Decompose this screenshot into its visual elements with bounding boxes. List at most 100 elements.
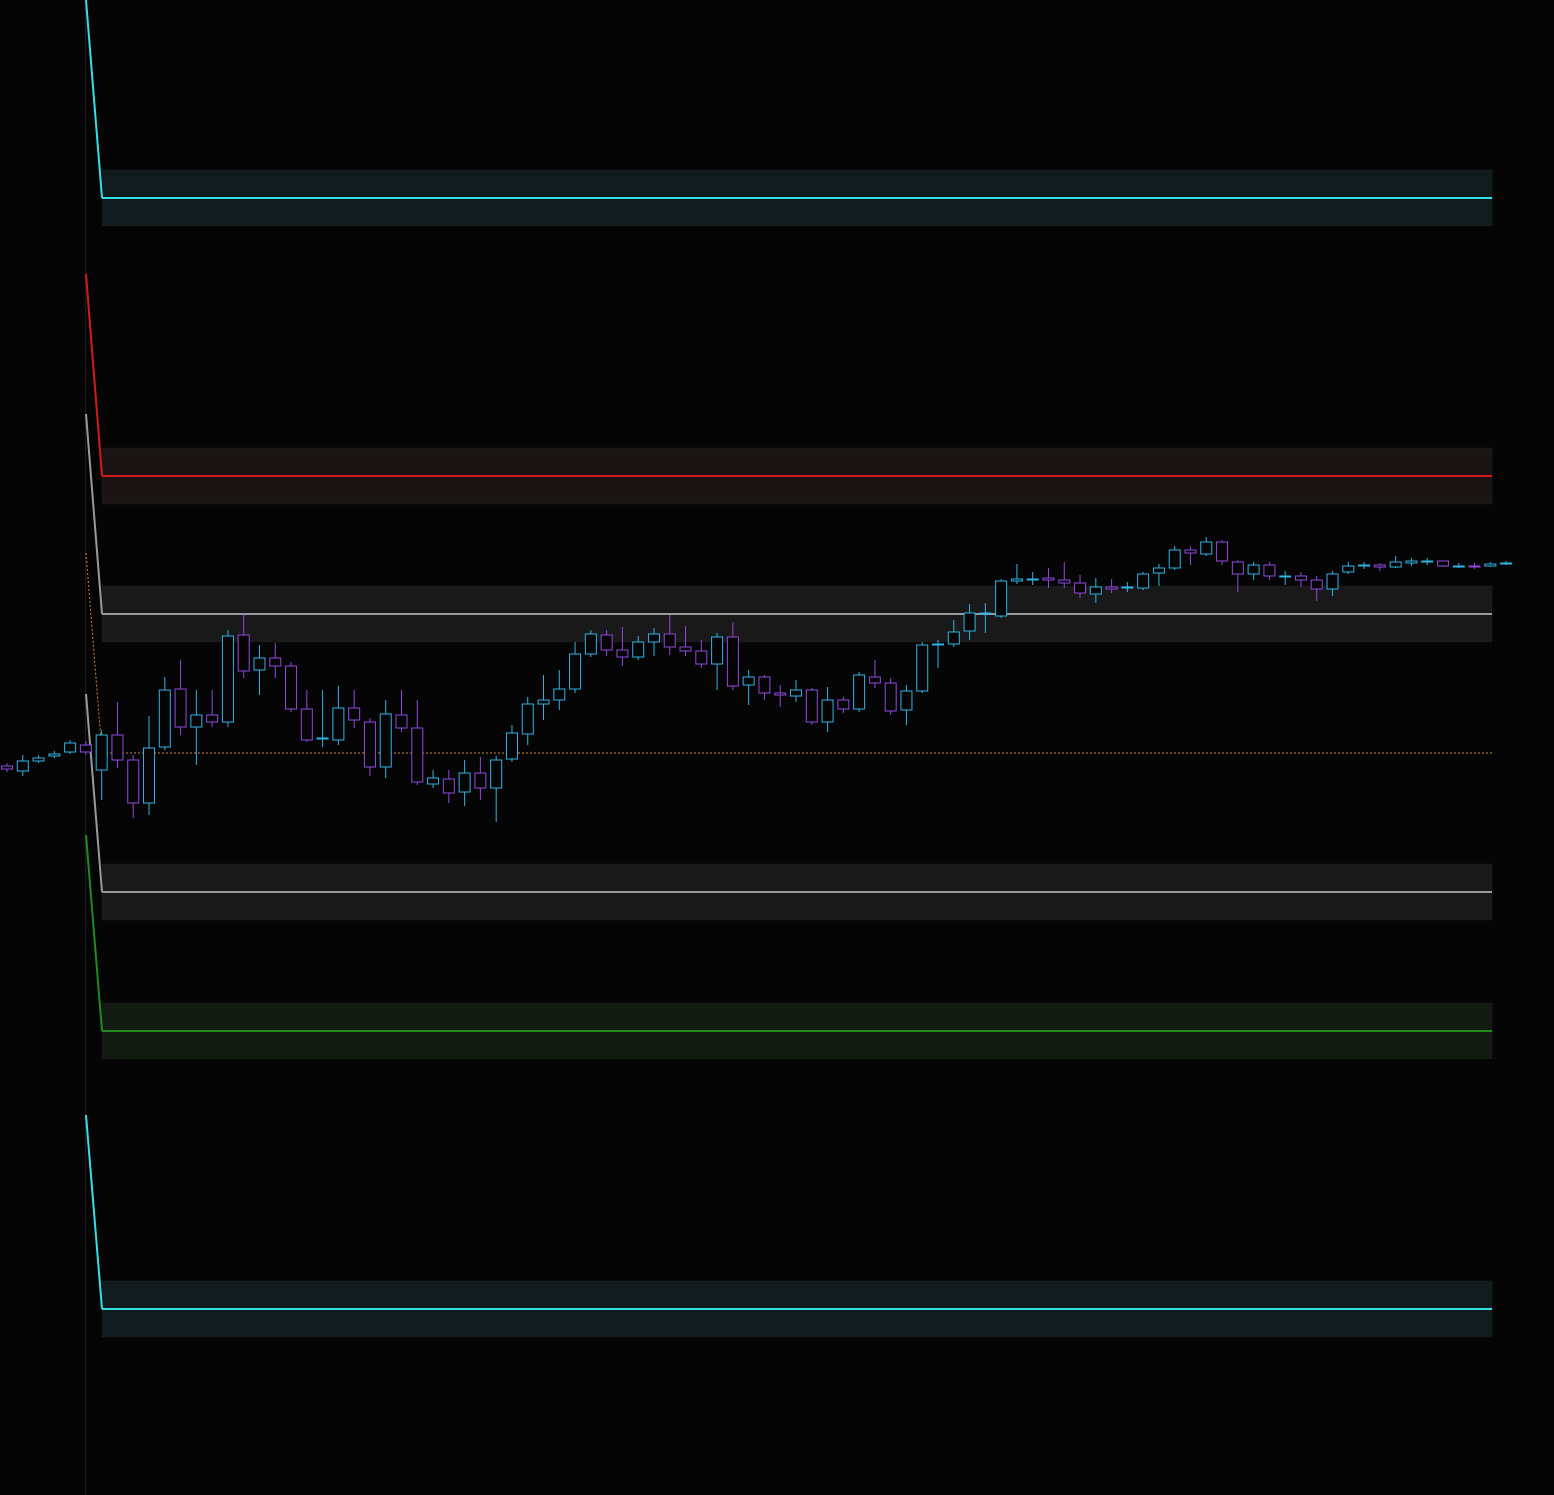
candle-body xyxy=(521,703,534,735)
level-transition xyxy=(85,1114,103,1310)
candle-body xyxy=(537,699,550,705)
candle-body xyxy=(285,665,298,710)
candle-body xyxy=(1452,565,1465,568)
candle-body xyxy=(1137,573,1150,589)
level-transition xyxy=(85,552,103,754)
candle-body xyxy=(237,634,250,672)
candle-body xyxy=(1,765,13,770)
candle-body xyxy=(174,688,187,728)
candle-body xyxy=(1468,565,1481,568)
candle-body xyxy=(363,721,376,768)
candle-body xyxy=(774,692,787,696)
candle-body xyxy=(1358,564,1371,567)
candle-body xyxy=(95,734,108,771)
candle-body xyxy=(837,699,850,710)
candle-body xyxy=(932,643,945,646)
candle-body xyxy=(963,612,976,632)
candle-body xyxy=(221,635,234,723)
candle-body xyxy=(947,631,960,645)
candle-body xyxy=(1484,563,1497,567)
candle-body xyxy=(1326,573,1339,590)
candle-body xyxy=(332,707,345,741)
candle-body xyxy=(300,708,313,741)
candle-body xyxy=(253,657,266,671)
candle-body xyxy=(758,676,771,694)
candle-body xyxy=(1216,541,1229,562)
candle-body xyxy=(1231,561,1244,575)
candle-body xyxy=(711,636,724,665)
candle-body xyxy=(900,690,913,711)
candle-body xyxy=(379,713,392,768)
candle-body xyxy=(158,689,171,748)
level-transition xyxy=(85,273,103,477)
level-transition xyxy=(85,693,103,893)
candle-body xyxy=(427,777,440,785)
candle-body xyxy=(647,633,660,643)
candle-body xyxy=(726,636,739,687)
candle-body xyxy=(48,753,61,757)
candle-body xyxy=(1074,582,1087,594)
candle-body xyxy=(821,699,834,723)
candle-body xyxy=(1200,541,1213,555)
candle-body xyxy=(742,676,755,686)
level-transition xyxy=(85,413,103,615)
candle-body xyxy=(695,650,708,665)
candle-body xyxy=(474,772,487,789)
candle-body xyxy=(143,747,156,804)
candle-body xyxy=(316,737,329,740)
candle-body xyxy=(1405,560,1418,564)
candle-body xyxy=(1089,586,1102,595)
candle-body xyxy=(1310,579,1323,590)
candle-body xyxy=(111,734,124,761)
candle-body xyxy=(1168,549,1181,569)
candle-body xyxy=(600,634,613,651)
candle-body xyxy=(505,732,518,760)
candle-body xyxy=(663,633,676,648)
candle-body xyxy=(884,682,897,712)
candle-body xyxy=(1279,575,1292,578)
candle-body xyxy=(1436,560,1449,567)
candle-body xyxy=(1121,586,1134,589)
candle-body xyxy=(1010,578,1023,582)
candle-body xyxy=(411,727,424,783)
candle-body xyxy=(1247,564,1260,575)
candle-body xyxy=(584,633,597,655)
candle-body xyxy=(632,641,645,658)
candle-body xyxy=(1294,575,1307,581)
candle-body xyxy=(1263,564,1276,577)
candle-body xyxy=(79,744,92,753)
candle-body xyxy=(458,772,471,793)
candle-body xyxy=(1152,567,1165,574)
candle-body xyxy=(916,644,929,692)
candle-body xyxy=(1026,578,1039,581)
candle-body xyxy=(490,759,503,789)
candle-body xyxy=(1342,565,1355,573)
candle-body xyxy=(64,742,77,753)
candle-body xyxy=(790,689,802,697)
candle-body xyxy=(868,676,881,684)
candle-body xyxy=(190,714,203,728)
candle-body xyxy=(1389,561,1402,568)
candle-body xyxy=(16,760,29,772)
candle-body xyxy=(32,757,45,762)
candle-body xyxy=(679,646,692,652)
candle-body xyxy=(616,649,629,658)
candle-body xyxy=(127,759,140,804)
candle-body xyxy=(442,778,455,794)
candle-body xyxy=(206,714,219,723)
level-transition xyxy=(85,834,103,1032)
candle-body xyxy=(348,707,361,721)
candle-body xyxy=(1105,586,1118,590)
candle-body xyxy=(269,657,282,667)
candle-body xyxy=(1373,564,1386,568)
level-transition xyxy=(85,0,103,199)
candle-body xyxy=(1058,579,1071,584)
candle-body xyxy=(1421,560,1434,563)
candle-body xyxy=(1042,577,1055,581)
candle-body xyxy=(853,674,866,710)
candle-body xyxy=(553,688,566,701)
candle-body xyxy=(995,580,1008,617)
candle-body xyxy=(1500,562,1513,565)
